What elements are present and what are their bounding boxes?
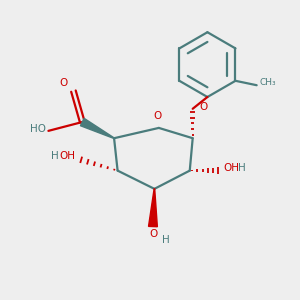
Text: O: O	[199, 102, 207, 112]
Text: CH₃: CH₃	[259, 78, 276, 87]
Text: O: O	[150, 229, 158, 239]
Text: OH: OH	[224, 163, 240, 173]
Text: O: O	[59, 78, 68, 88]
Text: HO: HO	[30, 124, 46, 134]
Polygon shape	[80, 118, 114, 139]
Text: H: H	[162, 235, 170, 245]
Text: O: O	[153, 111, 161, 122]
Polygon shape	[148, 189, 158, 227]
Text: OH: OH	[59, 151, 75, 161]
Text: H: H	[238, 163, 245, 173]
Text: H: H	[51, 151, 59, 161]
